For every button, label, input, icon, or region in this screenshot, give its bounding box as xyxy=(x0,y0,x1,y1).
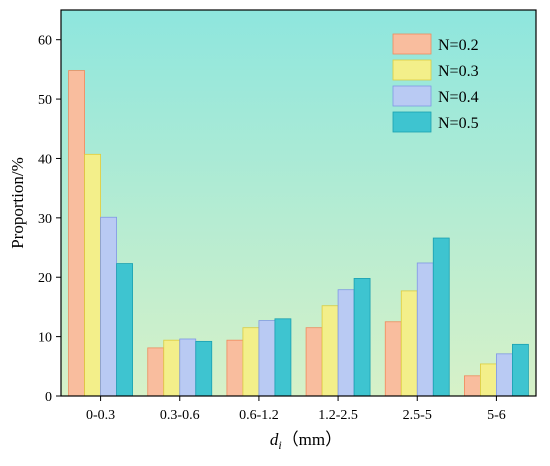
y-tick-label: 0 xyxy=(45,390,52,405)
x-tick-label: 0-0.3 xyxy=(86,408,115,423)
bar-N-0-5-5-6 xyxy=(512,343,529,397)
legend-label: N=0.2 xyxy=(438,37,479,54)
bar-N-0-5-2.5-5 xyxy=(432,237,450,397)
bar-N-0-3-0.3-0.6 xyxy=(163,339,181,397)
bars-group xyxy=(68,70,529,397)
axes-group xyxy=(56,9,537,401)
legend-swatch xyxy=(392,59,432,81)
bar-N-0-3-1.2-2.5 xyxy=(321,305,339,397)
bar-N-0-2-0.3-0.6 xyxy=(147,347,165,397)
bar-N-0-2-5-6 xyxy=(464,375,481,397)
bar-N-0-4-2.5-5 xyxy=(416,262,434,397)
bar-N-0-5-0-0.3 xyxy=(116,263,133,397)
y-tick-label: 60 xyxy=(38,34,52,49)
bar-N-0-5-0.6-1.2 xyxy=(274,318,292,397)
x-tick-labels: 0-0.3 0.3-0.6 0.6-1.2 1.2-2.5 2.5-5 5-6 xyxy=(86,408,506,423)
bar-N-0-4-5-6 xyxy=(496,353,513,397)
x-axis-title: di（mm） xyxy=(270,430,342,452)
y-tick-label: 30 xyxy=(38,212,52,227)
bar-N-0-4-0.3-0.6 xyxy=(179,338,197,397)
bar-N-0-3-5-6 xyxy=(480,363,497,397)
legend-swatch xyxy=(392,85,432,107)
x-tick-label: 0.6-1.2 xyxy=(239,408,279,423)
y-tick-label: 10 xyxy=(38,331,52,346)
x-axis-title-unit: （mm） xyxy=(282,430,342,449)
y-tick-labels: 0 10 20 30 40 50 60 xyxy=(38,34,52,405)
legend-label: N=0.4 xyxy=(438,89,479,106)
legend-swatch xyxy=(392,33,432,55)
bar-N-0-2-2.5-5 xyxy=(384,321,402,397)
bar-N-0-3-0.6-1.2 xyxy=(242,327,260,397)
x-tick-label: 5-6 xyxy=(487,408,506,423)
bar-N-0-5-0.3-0.6 xyxy=(195,340,213,397)
y-axis-title: Proportion/% xyxy=(8,157,27,249)
legend-label: N=0.5 xyxy=(438,115,479,132)
plot-frame xyxy=(60,9,537,397)
legend: N=0.2 N=0.3 N=0.4 N=0.5 xyxy=(392,33,479,133)
bar-N-0-5-1.2-2.5 xyxy=(353,278,371,397)
y-tick-label: 20 xyxy=(38,271,52,286)
plot-background xyxy=(61,10,536,396)
bar-N-0-4-0.6-1.2 xyxy=(258,320,276,397)
y-tick-label: 50 xyxy=(38,93,52,108)
x-axis-title-var: d xyxy=(270,430,279,449)
bar-N-0-2-0-0.3 xyxy=(68,70,85,397)
bar-N-0-3-0-0.3 xyxy=(84,153,101,397)
bar-N-0-4-0-0.3 xyxy=(100,216,117,397)
bar-N-0-3-2.5-5 xyxy=(400,290,418,397)
y-tick-label: 40 xyxy=(38,152,52,167)
x-tick-label: 1.2-2.5 xyxy=(318,408,358,423)
bar-N-0-4-1.2-2.5 xyxy=(337,289,355,397)
bar-N-0-2-1.2-2.5 xyxy=(305,327,323,397)
x-axis-title-sub: i xyxy=(278,438,281,452)
x-tick-label: 2.5-5 xyxy=(403,408,432,423)
legend-label: N=0.3 xyxy=(438,63,479,80)
bar-N-0-2-0.6-1.2 xyxy=(226,339,244,397)
legend-swatch xyxy=(392,111,432,133)
x-tick-label: 0.3-0.6 xyxy=(160,408,200,423)
